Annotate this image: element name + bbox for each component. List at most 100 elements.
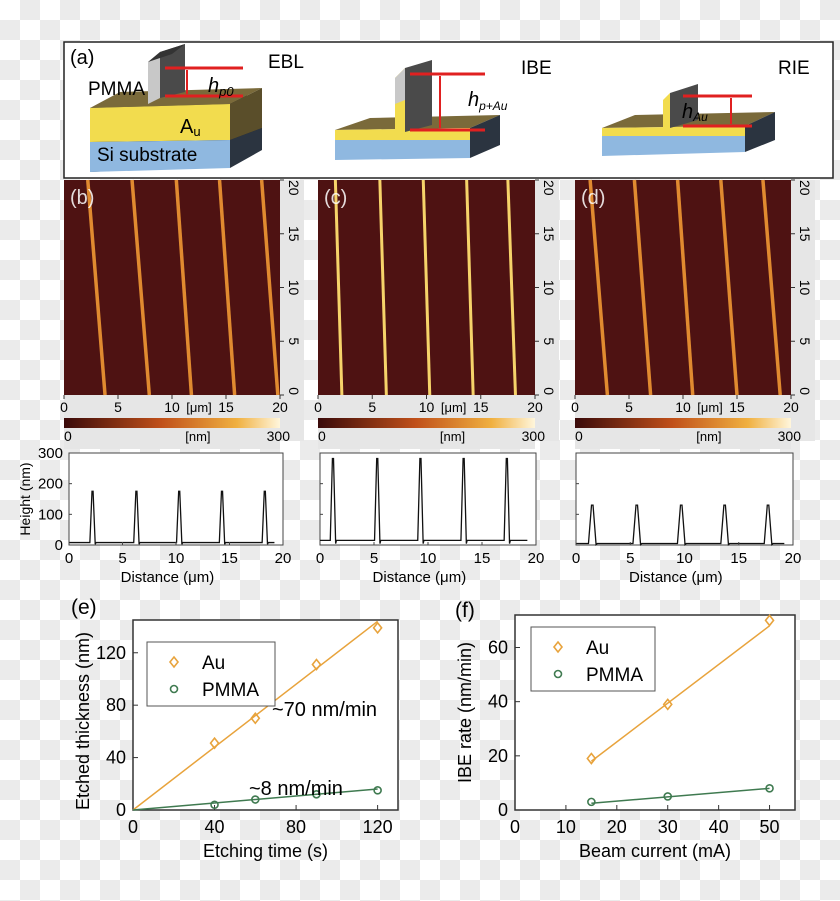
data-point-pmma bbox=[765, 784, 774, 793]
afm-stripe bbox=[130, 179, 152, 396]
afm-stripe bbox=[333, 179, 344, 396]
legend-label: Au bbox=[202, 653, 225, 674]
afm-stripe bbox=[675, 179, 695, 396]
colorbar-min: 0 bbox=[64, 428, 72, 444]
afm-stripe bbox=[378, 179, 388, 396]
x-axis-label: Etching time (s) bbox=[203, 841, 328, 861]
colorbar-min: 0 bbox=[575, 428, 583, 444]
step-ibe: IBE bbox=[521, 58, 552, 79]
x-unit-label: [μm] bbox=[441, 400, 467, 415]
plot-frame bbox=[319, 452, 537, 546]
axis-band bbox=[280, 180, 304, 441]
y-tick-label: 5 bbox=[797, 337, 813, 345]
y-axis-label: Etched thickness (nm) bbox=[73, 632, 93, 810]
data-point-pmma bbox=[373, 786, 382, 795]
afm-stripe bbox=[174, 179, 194, 396]
data-point-pmma bbox=[312, 789, 321, 799]
x-tick-label: 15 bbox=[221, 550, 238, 567]
afm-stripe bbox=[506, 179, 517, 396]
rate-annotation-pmma: ~8 nm/min bbox=[249, 778, 343, 800]
afm-panel-b: (b) 0 5 10 15 20 0 5 10 15 20 [μm] 0 [nm] 300 bbox=[60, 179, 304, 449]
x-tick-label: 80 bbox=[286, 817, 306, 837]
x-tick-label: 0 bbox=[314, 399, 322, 415]
profile-c: 0 5 10 15 20 Distance (μm) bbox=[316, 452, 544, 586]
y-tick-label: 10 bbox=[797, 280, 813, 296]
chart-f: (f) 0 10 20 30 40 50 0 20 40 60 Beam current (mA) IB… bbox=[455, 599, 796, 861]
x-tick-label: 0 bbox=[128, 817, 138, 837]
x-tick-label: 40 bbox=[709, 817, 729, 837]
x-tick-label: 0 bbox=[65, 550, 73, 567]
data-point-pmma bbox=[251, 795, 260, 804]
profile-line bbox=[576, 504, 785, 546]
x-tick-label: 5 bbox=[625, 399, 633, 415]
rate-annotation-au: ~70 nm/min bbox=[272, 699, 377, 721]
x-tick-label: 15 bbox=[473, 399, 489, 415]
chart-e: (e) 0 40 80 120 0 40 80 120 Etching time (s) Etche… bbox=[71, 596, 399, 861]
x-tick-label: 120 bbox=[363, 817, 393, 837]
y-tick-label: 0 bbox=[116, 800, 126, 820]
colorbar-max: 300 bbox=[267, 428, 291, 444]
legend: Au PMMA bbox=[146, 641, 276, 707]
h-au-label: hAu bbox=[682, 101, 708, 124]
y-tick-label: 15 bbox=[797, 226, 813, 242]
y-tick-label: 20 bbox=[286, 180, 302, 196]
afm-panel-label: (d) bbox=[581, 187, 605, 209]
y-tick-label: 80 bbox=[106, 695, 126, 715]
fit-line-au bbox=[590, 625, 770, 762]
x-tick-label: 5 bbox=[368, 399, 376, 415]
profile-line bbox=[69, 490, 275, 545]
x-tick-label: 20 bbox=[527, 399, 543, 415]
x-tick-label: 0 bbox=[572, 550, 580, 567]
y-tick-label: 20 bbox=[541, 180, 557, 196]
x-tick-label: 5 bbox=[370, 550, 378, 567]
profile-d: 0 5 10 15 20 Distance (μm) bbox=[572, 452, 802, 586]
data-point-pmma bbox=[210, 800, 219, 810]
x-unit-label: [μm] bbox=[697, 400, 723, 415]
colorbar-min: 0 bbox=[318, 428, 326, 444]
x-tick-label: 10 bbox=[164, 399, 180, 415]
data-point-au bbox=[372, 621, 383, 635]
afm-stripe bbox=[632, 179, 653, 396]
afm-panel-d: (d) 0 5 10 15 20 0 5 10 15 20 [μm] 0 [nm] 300 bbox=[571, 179, 815, 449]
x-tick-label: 0 bbox=[571, 399, 579, 415]
y-tick-label: 0 bbox=[286, 387, 302, 395]
legend-label: PMMA bbox=[586, 665, 643, 686]
y-tick-label: 10 bbox=[286, 280, 302, 296]
x-tick-label: 15 bbox=[729, 399, 745, 415]
ibe-diagram bbox=[335, 60, 500, 160]
x-tick-label: 20 bbox=[785, 550, 802, 567]
y-tick-label: 15 bbox=[286, 226, 302, 242]
data-point-pmma bbox=[663, 792, 673, 801]
legend-box bbox=[530, 626, 656, 692]
legend-label: PMMA bbox=[202, 680, 259, 701]
y-tick-label: 0 bbox=[797, 387, 813, 395]
y-tick-label: 5 bbox=[286, 337, 302, 345]
colorbar bbox=[64, 418, 280, 428]
x-axis-label: Distance (μm) bbox=[629, 569, 723, 586]
x-tick-label: 15 bbox=[218, 399, 234, 415]
x-tick-label: 5 bbox=[118, 550, 126, 567]
x-tick-label: 10 bbox=[676, 550, 693, 567]
colorbar-unit: [nm] bbox=[696, 429, 721, 444]
afm-stripe bbox=[86, 179, 107, 396]
colorbar-max: 300 bbox=[522, 428, 546, 444]
legend-label: Au bbox=[586, 638, 609, 659]
y-tick-label: 0 bbox=[541, 387, 557, 395]
y-tick-label: 0 bbox=[498, 800, 508, 820]
x-tick-label: 5 bbox=[626, 550, 634, 567]
y-tick-label: 0 bbox=[55, 537, 63, 554]
y-axis-label: IBE rate (nm/min) bbox=[455, 642, 475, 783]
data-point-pmma bbox=[587, 797, 596, 807]
ebl-diagram bbox=[90, 44, 262, 172]
x-axis-label: Distance (μm) bbox=[373, 569, 467, 586]
plot-frame bbox=[68, 452, 284, 546]
x-tick-label: 5 bbox=[114, 399, 122, 415]
x-tick-label: 0 bbox=[60, 399, 68, 415]
y-tick-label: 300 bbox=[38, 445, 63, 462]
afm-stripe bbox=[761, 179, 782, 396]
profile-line bbox=[320, 457, 528, 544]
x-axis-label: Beam current (mA) bbox=[579, 841, 731, 861]
x-tick-label: 0 bbox=[316, 550, 324, 567]
rie-diagram bbox=[602, 84, 775, 156]
